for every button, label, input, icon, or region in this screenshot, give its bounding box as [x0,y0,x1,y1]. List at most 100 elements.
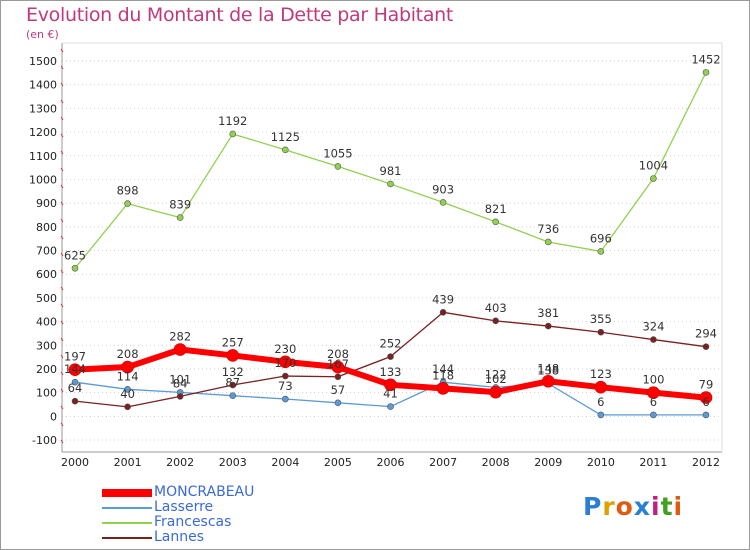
data-point [647,386,660,399]
data-label: 84 [173,376,188,390]
y-tick-label: 1300 [29,102,57,115]
x-tick-label: 2009 [534,456,562,469]
data-point [489,385,502,399]
data-label: 167 [327,357,349,371]
data-label: 144 [432,362,454,376]
data-point [71,378,79,386]
data-label: 133 [380,365,402,379]
data-point [334,373,342,381]
data-point [597,248,605,255]
data-point [68,363,82,376]
data-point [384,378,397,392]
data-label: 903 [432,182,454,196]
y-tick-label: 700 [36,245,57,258]
data-point [702,411,710,419]
y-tick-label: -100 [32,434,57,447]
data-label: 625 [64,248,86,262]
data-point [439,199,447,206]
axis-tick-mark [60,320,64,325]
chart-subtitle: (en €) [26,28,59,41]
data-label: 1125 [271,130,300,144]
x-tick-label: 2000 [61,456,89,469]
data-point [387,353,394,360]
data-point [282,372,289,380]
data-point [544,238,552,246]
axis-tick-mark [60,48,64,53]
data-label: 123 [590,367,612,381]
x-tick-label: 2008 [482,456,510,469]
data-label: 252 [380,337,402,351]
x-tick-label: 2011 [639,456,667,469]
data-point [436,382,450,395]
y-tick-label: 300 [36,339,57,352]
x-tick-label: 2010 [587,456,615,469]
data-point [334,399,342,407]
data-label: 40 [120,387,135,401]
data-label: 122 [485,367,507,381]
logo-letter: x [633,492,651,521]
data-point [71,264,79,272]
data-label: 170 [274,356,296,370]
data-point [229,381,237,389]
data-point [650,175,657,182]
data-label: 138 [537,364,559,378]
axis-tick-mark [60,286,64,291]
axis-tick-mark [60,439,64,444]
data-label: 6 [650,395,657,409]
data-label: 230 [274,342,296,356]
axis-tick-mark [60,167,64,172]
axis-tick-mark [60,405,64,410]
data-label: 6 [702,395,709,409]
axis-tick-mark [60,269,64,274]
data-point [229,130,237,138]
legend-swatch [102,489,152,497]
axis-tick-mark [60,184,64,189]
data-point [226,349,240,362]
axis-tick-mark [60,99,64,104]
data-label: 197 [64,350,86,364]
data-label: 898 [117,184,139,198]
data-label: 118 [432,368,454,382]
data-label: 282 [169,330,191,344]
data-label: 208 [117,347,139,361]
data-label: 257 [222,335,244,349]
data-label: 1055 [323,146,352,160]
data-point [439,309,447,316]
data-point [702,343,710,350]
data-label: 696 [590,231,612,245]
legend-swatch [102,507,152,509]
legend-swatch [102,537,152,539]
data-point [650,336,657,343]
data-point [597,328,605,336]
y-tick-label: 1500 [29,55,57,68]
data-point [541,374,555,388]
data-label: 294 [695,327,717,341]
data-label: 114 [117,369,139,383]
axis-tick-mark [60,116,64,121]
axis-tick-mark [60,388,64,393]
data-label: 403 [485,301,507,315]
y-tick-label: 200 [36,363,57,376]
x-tick-label: 2001 [114,456,142,469]
legend-label: MONCRABEAU [154,484,255,500]
chart-title: Evolution du Montant de la Dette par Hab… [26,4,454,26]
data-label: 132 [222,365,244,379]
data-label: 821 [485,202,507,216]
data-point [282,146,289,154]
data-label: 1192 [218,114,247,128]
axis-tick-mark [60,354,64,359]
logo-letter: P [583,492,603,521]
y-tick-label: 900 [36,197,57,210]
y-tick-label: 500 [36,292,57,305]
data-label: 6 [597,395,604,409]
data-point [173,343,187,356]
data-point [702,69,710,76]
data-point [176,393,184,400]
data-point [331,360,345,374]
x-tick-label: 2002 [166,456,194,469]
axis-tick-mark [60,235,64,240]
axis-tick-mark [60,303,64,308]
data-label: 41 [383,387,398,401]
axis-tick-mark [60,371,64,376]
data-point [387,403,394,410]
